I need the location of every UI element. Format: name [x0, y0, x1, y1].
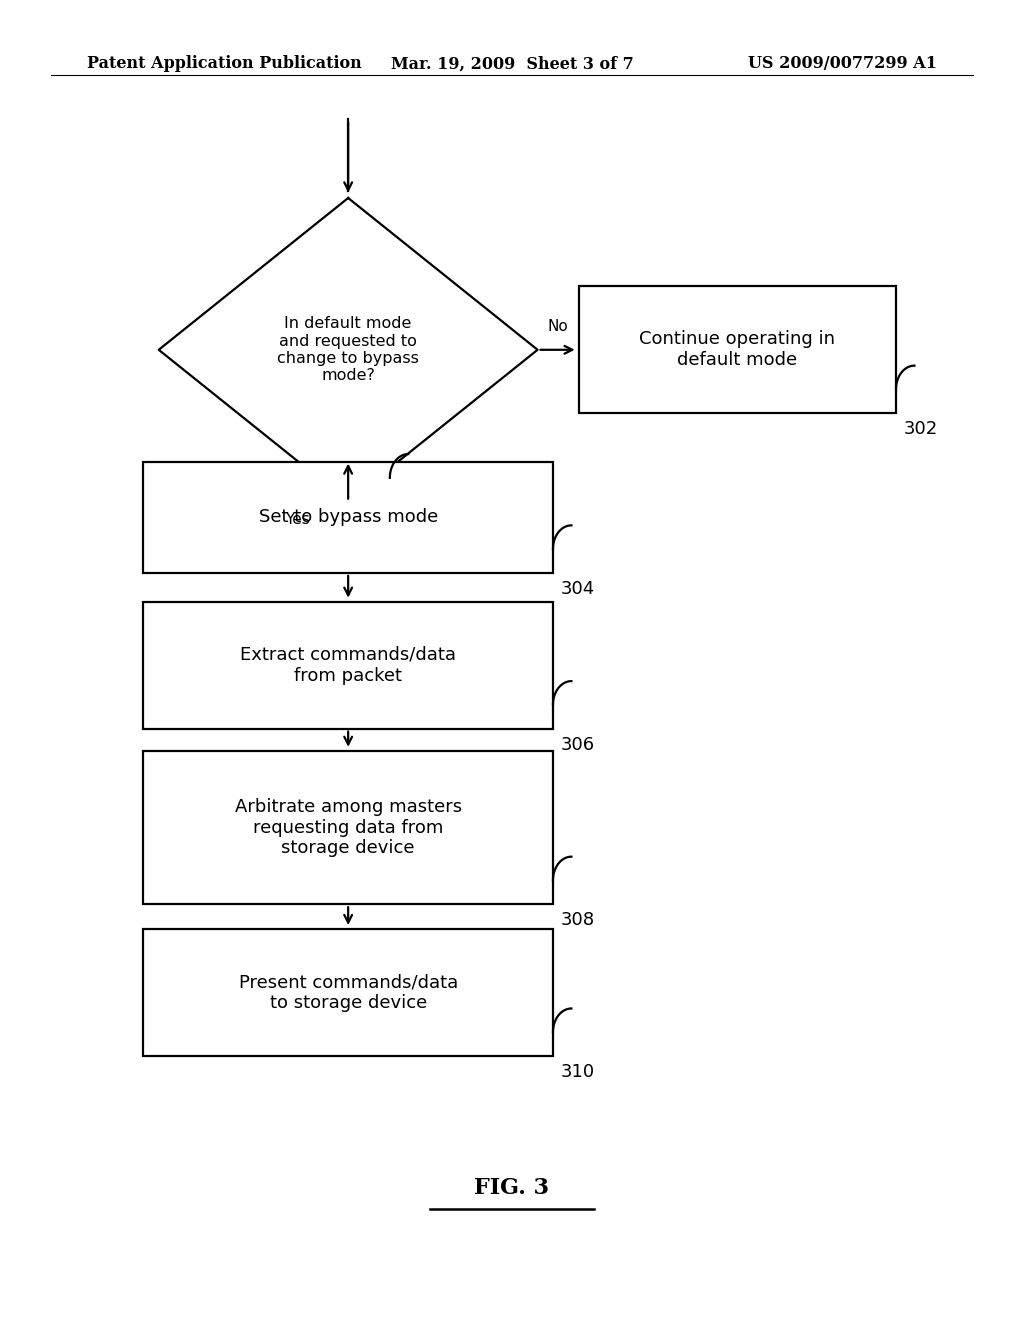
- Text: Continue operating in
default mode: Continue operating in default mode: [639, 330, 836, 370]
- Text: 308: 308: [560, 911, 595, 929]
- Text: US 2009/0077299 A1: US 2009/0077299 A1: [748, 55, 937, 73]
- Text: In default mode
and requested to
change to bypass
mode?: In default mode and requested to change …: [278, 317, 419, 383]
- Text: Arbitrate among masters
requesting data from
storage device: Arbitrate among masters requesting data …: [234, 797, 462, 858]
- Text: Yes: Yes: [285, 512, 309, 527]
- Bar: [143, 462, 553, 573]
- Bar: [143, 602, 553, 729]
- Text: Patent Application Publication: Patent Application Publication: [87, 55, 361, 73]
- Text: 304: 304: [560, 579, 595, 598]
- Bar: [143, 751, 553, 904]
- Text: Mar. 19, 2009  Sheet 3 of 7: Mar. 19, 2009 Sheet 3 of 7: [390, 55, 634, 73]
- Text: No: No: [548, 319, 568, 334]
- Text: FIG. 3: FIG. 3: [474, 1177, 550, 1199]
- Bar: [579, 286, 896, 413]
- Bar: [143, 929, 553, 1056]
- Text: 310: 310: [560, 1063, 595, 1081]
- Text: 302: 302: [903, 420, 938, 438]
- Text: 306: 306: [560, 735, 595, 754]
- Text: Extract commands/data
from packet: Extract commands/data from packet: [241, 645, 456, 685]
- Text: 300: 300: [397, 508, 431, 527]
- Text: Present commands/data
to storage device: Present commands/data to storage device: [239, 973, 458, 1012]
- Text: Set to bypass mode: Set to bypass mode: [258, 508, 438, 527]
